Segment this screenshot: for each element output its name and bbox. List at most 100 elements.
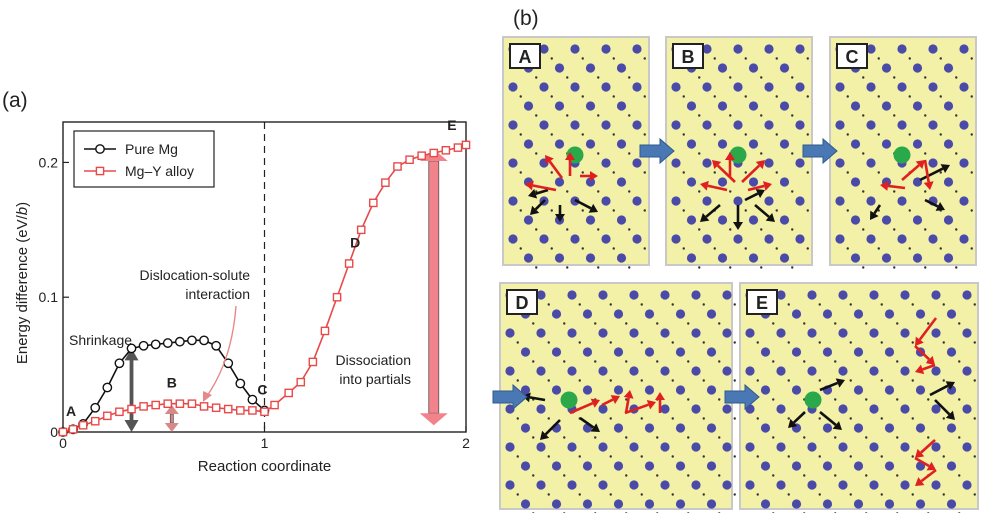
atom	[702, 158, 712, 168]
displacement-dot	[718, 398, 721, 401]
displacement-dot	[519, 209, 522, 212]
atom	[582, 309, 593, 319]
red-displacement-arrow-head	[525, 180, 534, 191]
displacement-dot	[682, 133, 685, 136]
atom	[702, 44, 712, 54]
atom	[717, 139, 728, 149]
atom	[686, 101, 697, 111]
data-point-circle	[126, 343, 137, 354]
displacement-dot	[643, 247, 646, 250]
black-displacement-arrow-head	[588, 203, 598, 213]
displacement-dot	[733, 341, 736, 344]
atom	[943, 139, 954, 149]
atom	[598, 404, 608, 414]
atom	[853, 385, 864, 395]
snapshot-label-box	[836, 43, 868, 69]
atom	[644, 385, 655, 395]
displacement-dot	[818, 341, 821, 344]
displacement-dot	[806, 57, 809, 60]
displacement-dot	[550, 209, 553, 212]
atom	[897, 120, 907, 130]
atom	[764, 196, 774, 206]
displacement-dot	[535, 76, 538, 79]
displacement-dot	[849, 303, 852, 306]
atom	[946, 309, 957, 319]
red-displacement-arrow-head	[915, 336, 924, 346]
atom	[629, 480, 639, 490]
data-point-square	[270, 400, 279, 410]
displacement-dot	[973, 379, 976, 382]
annotation-dissociation-1: Dissociation	[336, 352, 411, 368]
displacement-dot	[846, 95, 849, 98]
displacement-dot	[865, 436, 868, 439]
atom	[779, 215, 790, 225]
flow-arrow-a-to-b	[639, 137, 675, 165]
displacement-dot	[628, 228, 631, 231]
red-displacement-arrow-shaft	[923, 159, 930, 183]
atom	[613, 309, 624, 319]
displacement-dot	[865, 474, 868, 477]
data-point-square	[175, 399, 185, 408]
atom	[853, 461, 864, 471]
displacement-dot	[787, 379, 790, 382]
displacement-dot	[849, 417, 852, 420]
displacement-dot	[958, 398, 961, 401]
displacement-dot	[550, 57, 553, 60]
displacement-dot	[927, 436, 930, 439]
atom	[567, 328, 577, 338]
displacement-dot	[687, 360, 690, 363]
data-point-square	[223, 404, 233, 414]
atom	[706, 423, 717, 433]
displacement-dot	[718, 474, 721, 477]
atom	[748, 63, 759, 73]
displacement-dot	[519, 247, 522, 250]
atom	[881, 63, 892, 73]
displacement-dot	[803, 360, 806, 363]
data-point-square	[187, 399, 197, 408]
atom	[850, 139, 861, 149]
displacement-dot	[772, 436, 775, 439]
displacement-dot	[877, 133, 880, 136]
displacement-dot	[718, 360, 721, 363]
displacement-dot	[877, 247, 880, 250]
black-displacement-arrow-head	[530, 205, 540, 215]
displacement-dot	[756, 417, 759, 420]
atom	[822, 461, 833, 471]
displacement-dot	[911, 379, 914, 382]
atom	[629, 290, 639, 300]
atom	[613, 423, 624, 433]
displacement-dot	[849, 493, 852, 496]
displacement-dot	[924, 114, 927, 117]
data-point-circle	[150, 339, 161, 350]
displacement-dot	[846, 171, 849, 174]
data-point-square	[381, 178, 390, 187]
atom	[601, 196, 611, 206]
red-displacement-arrow-shaft	[741, 164, 761, 183]
atom	[791, 309, 802, 319]
atom	[613, 461, 624, 471]
displacement-dot	[532, 322, 535, 325]
displacement-dot	[547, 455, 550, 458]
atom	[536, 328, 546, 338]
displacement-dot	[547, 303, 550, 306]
displacement-dot	[566, 228, 569, 231]
displacement-dot	[880, 303, 883, 306]
atom	[632, 44, 642, 54]
atom	[962, 404, 972, 414]
displacement-dot	[612, 209, 615, 212]
x-tick-label: 0	[59, 435, 67, 451]
atom	[897, 82, 907, 92]
atom	[962, 366, 972, 376]
displacement-dot	[628, 114, 631, 117]
displacement-dot	[908, 57, 911, 60]
displacement-dot	[516, 417, 519, 420]
red-displacement-arrow-shaft	[601, 398, 614, 407]
displacement-dot	[687, 436, 690, 439]
displacement-dot	[744, 95, 747, 98]
displacement-dot	[581, 247, 584, 250]
atom	[722, 480, 732, 490]
displacement-dot	[924, 152, 927, 155]
atom	[536, 480, 546, 490]
red-displacement-arrow-shaft	[532, 184, 557, 192]
atom	[795, 234, 805, 244]
